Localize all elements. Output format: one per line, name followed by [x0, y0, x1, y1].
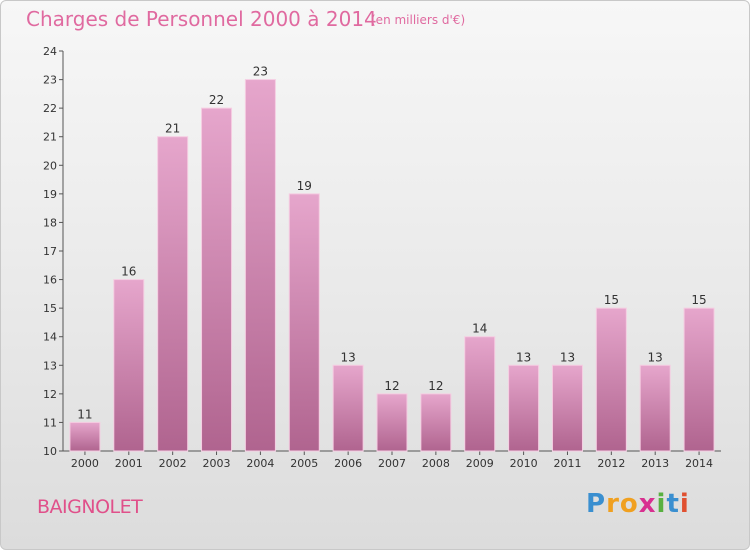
y-tick-label: 15	[43, 302, 57, 315]
logo-letter: r	[606, 489, 620, 519]
bar-2002	[157, 136, 189, 452]
x-tick-label-2013: 2013	[641, 457, 669, 470]
y-tick-label: 22	[43, 102, 57, 115]
y-tick-label: 16	[43, 274, 57, 287]
y-tick-label: 23	[43, 74, 57, 87]
data-label-2004: 23	[253, 65, 268, 79]
bar-2009	[464, 336, 496, 452]
bar-2006	[332, 364, 364, 452]
bar-2000	[69, 421, 101, 452]
bar-2014	[683, 307, 715, 452]
bar-2007	[376, 393, 408, 452]
logo-letter: t	[666, 489, 680, 519]
logo-letter: P	[586, 489, 607, 519]
logo-letter: o	[619, 489, 639, 519]
data-label-2011: 13	[560, 350, 575, 364]
y-tick-label: 12	[43, 388, 57, 401]
data-label-2014: 15	[691, 293, 706, 307]
x-tick-label-2009: 2009	[466, 457, 494, 470]
bar-2004	[244, 79, 276, 452]
y-tick-label: 21	[43, 131, 57, 144]
data-label-2010: 13	[516, 350, 531, 364]
city-name: BAIGNOLET	[37, 496, 143, 518]
y-tick-label: 13	[43, 359, 57, 372]
chart-subtitle: (en milliers d'€)	[371, 13, 466, 27]
y-tick-label: 11	[43, 416, 57, 429]
y-tick-label: 20	[43, 159, 57, 172]
y-tick-label: 14	[43, 331, 57, 344]
bar-2001	[113, 279, 145, 452]
x-tick-label-2006: 2006	[334, 457, 362, 470]
data-label-2013: 13	[648, 350, 663, 364]
y-tick-label: 18	[43, 216, 57, 229]
data-label-2001: 16	[121, 265, 136, 279]
x-tick-label-2008: 2008	[422, 457, 450, 470]
x-tick-label-2014: 2014	[685, 457, 713, 470]
bar-2010	[508, 364, 540, 452]
bar-2003	[201, 107, 233, 452]
x-tick-label-2011: 2011	[553, 457, 581, 470]
x-tick-label-2004: 2004	[246, 457, 274, 470]
data-label-2007: 12	[384, 379, 399, 393]
logo-letter: i	[656, 489, 667, 519]
y-tick-label: 24	[43, 45, 57, 58]
x-tick-label-2010: 2010	[510, 457, 538, 470]
logo-letter: x	[638, 489, 657, 519]
data-label-2008: 12	[428, 379, 443, 393]
x-tick-label-2002: 2002	[159, 457, 187, 470]
bar-2008	[420, 393, 452, 452]
data-label-2000: 11	[77, 407, 92, 421]
data-label-2009: 14	[472, 322, 487, 336]
x-tick-label-2003: 2003	[203, 457, 231, 470]
chart-title: Charges de Personnel 2000 à 2014	[26, 7, 377, 31]
x-tick-label-2012: 2012	[597, 457, 625, 470]
data-label-2006: 13	[340, 350, 355, 364]
y-tick-label: 19	[43, 188, 57, 201]
proxiti-logo[interactable]: Proxiti	[586, 489, 690, 519]
bar-2011	[551, 364, 583, 452]
data-label-2012: 15	[604, 293, 619, 307]
bar-2013	[639, 364, 671, 452]
data-label-2005: 19	[297, 179, 312, 193]
x-tick-label-2000: 2000	[71, 457, 99, 470]
data-label-2003: 22	[209, 93, 224, 107]
x-tick-label-2001: 2001	[115, 457, 143, 470]
bar-2012	[595, 307, 627, 452]
bar-2005	[288, 193, 320, 452]
x-tick-label-2007: 2007	[378, 457, 406, 470]
x-tick-label-2005: 2005	[290, 457, 318, 470]
y-tick-label: 17	[43, 245, 57, 258]
y-tick-label: 10	[43, 445, 57, 458]
logo-letter: i	[679, 489, 690, 519]
data-label-2002: 21	[165, 122, 180, 136]
